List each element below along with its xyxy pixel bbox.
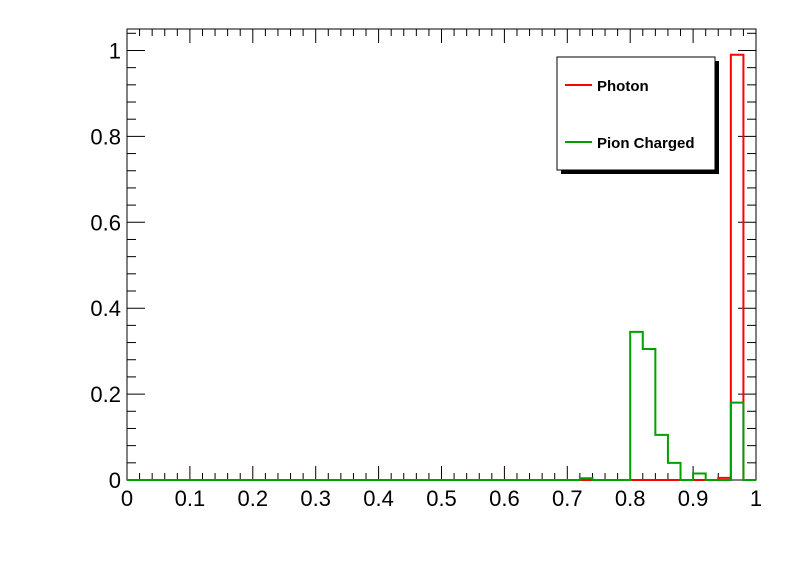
x-tick-label: 0.4 [363, 486, 394, 511]
legend: Photon Pion Charged [556, 56, 719, 174]
axis-ticks [126, 29, 757, 481]
x-tick-label: 1 [750, 486, 762, 511]
x-tick-label: 0.3 [300, 486, 331, 511]
x-tick-label: 0 [121, 486, 133, 511]
y-tick-label: 0.4 [90, 296, 121, 321]
y-tick-label: 0.8 [90, 124, 121, 149]
x-tick-label: 0.1 [175, 486, 206, 511]
x-tick-label: 0.5 [426, 486, 457, 511]
y-tick-label: 0.2 [90, 382, 121, 407]
y-tick-label: 0.6 [90, 210, 121, 235]
y-tick-labels: 0 0.2 0.4 0.6 0.8 1 [90, 38, 121, 493]
x-tick-labels: 0 0.1 0.2 0.3 0.4 0.5 0.6 0.7 0.8 0.9 1 [121, 486, 762, 511]
y-tick-label: 1 [109, 38, 121, 63]
y-tick-label: 0 [109, 468, 121, 493]
series-lines [127, 53, 756, 481]
legend-label-photon: Photon [597, 78, 649, 95]
x-tick-label: 0.8 [615, 486, 646, 511]
x-tick-label: 0.6 [489, 486, 520, 511]
x-tick-label: 0.7 [552, 486, 583, 511]
series-line-pion-charged [127, 330, 756, 481]
x-tick-label: 0.2 [238, 486, 269, 511]
legend-label-pion-charged: Pion Charged [597, 135, 695, 152]
x-tick-label: 0.9 [678, 486, 709, 511]
legend-box [556, 56, 716, 171]
